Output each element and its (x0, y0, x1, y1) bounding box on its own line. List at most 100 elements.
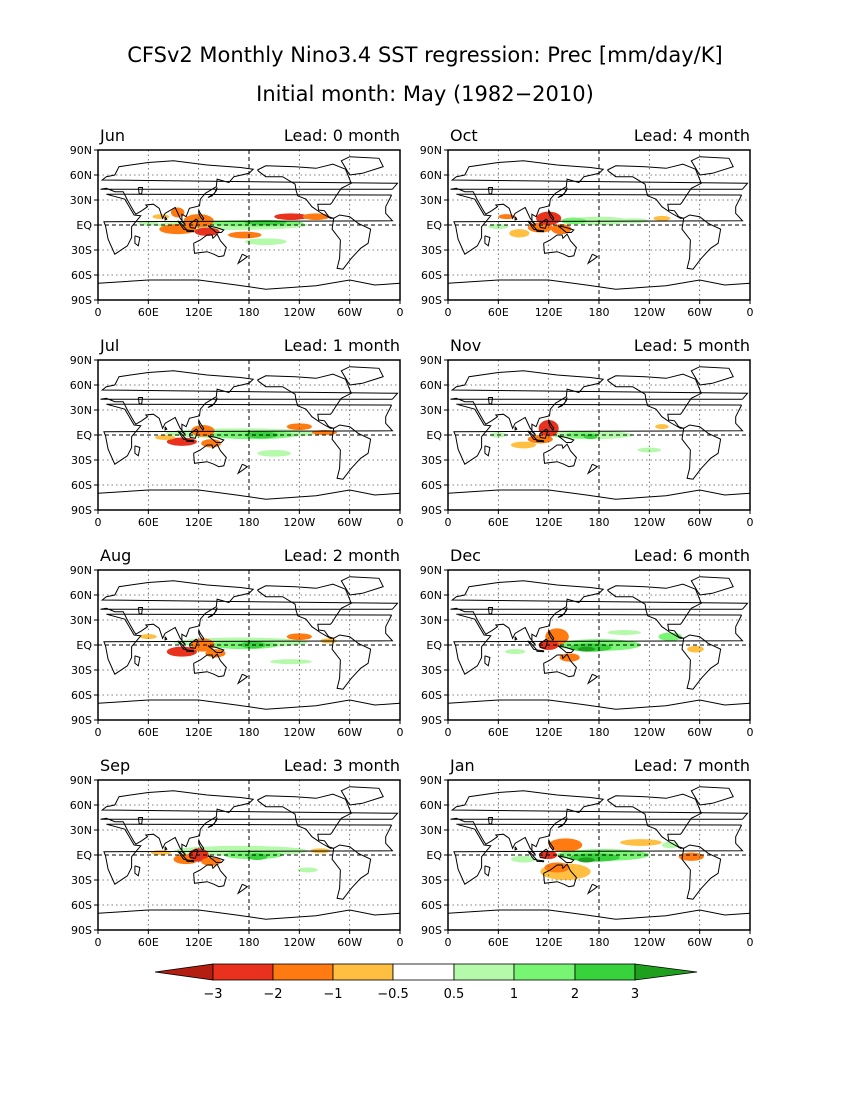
colorbar-arrow-right (634, 963, 698, 981)
anomaly-area (619, 839, 662, 846)
lon-tick-label: 0 (445, 936, 452, 949)
lat-tick-label: 90N (70, 774, 92, 787)
coastline (100, 160, 399, 225)
lon-tick-label: 0 (95, 726, 102, 739)
figure-subtitle: Initial month: May (1982−2010) (256, 82, 594, 106)
colorbar-segment (272, 963, 334, 981)
coastline (164, 426, 168, 431)
coastline (538, 638, 549, 649)
lat-tick-label: 30N (420, 824, 442, 837)
panel-month: Aug (100, 546, 131, 565)
anomaly-area (302, 213, 330, 221)
lat-tick-label: 90N (420, 774, 442, 787)
coastline (548, 839, 555, 851)
coastline (340, 366, 384, 386)
lat-tick-label: 60N (70, 379, 92, 392)
coastline (586, 673, 599, 685)
coastline (538, 848, 549, 859)
lon-tick-label: 120W (633, 306, 665, 319)
coastline (484, 445, 491, 457)
lat-tick-label: 90N (420, 564, 442, 577)
anomaly-area (658, 632, 683, 641)
lat-tick-label: 30S (71, 244, 92, 257)
lon-tick-label: 180 (239, 936, 260, 949)
coastline (543, 863, 577, 888)
coastline (681, 214, 722, 270)
lat-tick-label: 90S (421, 294, 442, 307)
coastline (548, 629, 555, 641)
coastline (257, 373, 352, 429)
coastline (193, 653, 227, 678)
lat-tick-label: 30N (70, 404, 92, 417)
lon-tick-label: 60E (488, 936, 509, 949)
colorbar-label: −3 (203, 987, 222, 1002)
lat-tick-label: 60S (421, 269, 442, 282)
lat-tick-label: 60S (71, 479, 92, 492)
coastline (207, 645, 225, 653)
anomaly-area (583, 434, 598, 440)
coastline (514, 216, 518, 221)
anomaly-area (166, 646, 197, 657)
anomaly-area (578, 646, 595, 652)
coastline (207, 397, 218, 408)
coastline (100, 370, 399, 435)
coastline (548, 419, 555, 431)
lat-tick-label: 90S (71, 504, 92, 517)
lat-tick-label: 90S (71, 714, 92, 727)
lon-tick-label: 0 (747, 936, 754, 949)
coastline (137, 397, 144, 405)
lon-tick-label: 60W (337, 936, 362, 949)
coastline (484, 235, 491, 247)
colorbar-label: −2 (263, 987, 282, 1002)
panel-lead: Lead: 5 month (634, 336, 750, 355)
coastline (538, 428, 549, 439)
lat-tick-label: 30S (71, 664, 92, 677)
panel-lead: Lead: 2 month (284, 546, 400, 565)
coastline (137, 187, 144, 195)
colorbar-label: 3 (631, 987, 639, 1002)
coastline (514, 636, 518, 641)
coastline (690, 366, 734, 386)
coastline (448, 279, 750, 300)
anomaly-area (510, 855, 537, 863)
colorbar-segment (453, 963, 515, 981)
anomaly-area (297, 867, 318, 873)
coastline (134, 865, 141, 877)
coastline (690, 576, 734, 596)
anomaly-area (678, 852, 704, 861)
lat-tick-label: 90N (70, 354, 92, 367)
coastline (536, 229, 545, 233)
coastline (557, 607, 568, 618)
panel-lead: Lead: 1 month (284, 336, 400, 355)
coastline (681, 634, 722, 690)
coastline (450, 790, 749, 855)
lat-tick-label: 60S (71, 689, 92, 702)
coastline (188, 428, 199, 439)
lat-tick-label: 60N (420, 799, 442, 812)
coastline (543, 233, 577, 258)
colorbar-label: −0.5 (377, 987, 409, 1002)
lat-tick-label: 60N (70, 589, 92, 602)
lon-tick-label: 120E (535, 306, 563, 319)
lon-tick-label: 60E (488, 516, 509, 529)
coastline (453, 403, 744, 465)
panel-lead: Lead: 3 month (284, 756, 400, 775)
lon-tick-label: 120W (283, 516, 315, 529)
coastline (186, 229, 195, 233)
coastline (257, 163, 352, 219)
lon-tick-label: 180 (239, 726, 260, 739)
lat-tick-label: EQ (426, 849, 442, 862)
lat-tick-label: 30N (70, 194, 92, 207)
lat-tick-label: 90S (421, 714, 442, 727)
coastline (207, 435, 225, 443)
coastline (607, 793, 702, 849)
coastline (207, 225, 225, 233)
coastline (514, 426, 518, 431)
coastline (164, 636, 168, 641)
lon-tick-label: 120W (633, 726, 665, 739)
lat-tick-label: 90S (421, 504, 442, 517)
coastline (193, 443, 227, 468)
